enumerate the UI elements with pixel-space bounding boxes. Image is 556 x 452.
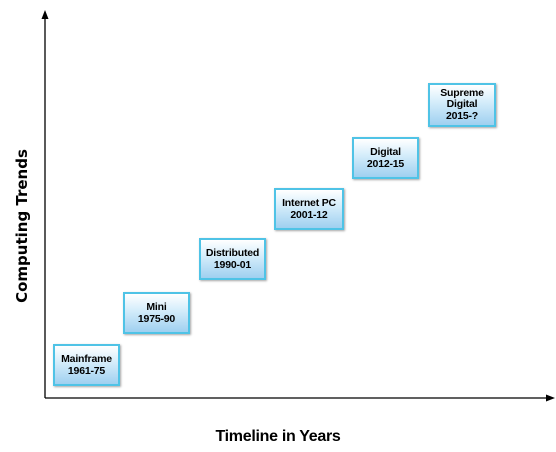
era-box-mini: Mini 1975-90	[123, 292, 190, 334]
era-name: Digital	[370, 146, 401, 158]
era-box-mainframe: Mainframe 1961-75	[53, 344, 120, 386]
era-box-digital: Digital 2012-15	[352, 137, 419, 179]
x-axis-arrowhead	[546, 394, 555, 402]
y-axis-label: Computing Trends	[13, 149, 31, 303]
era-name: Mainframe	[61, 353, 112, 365]
era-box-internet-pc: Internet PC 2001-12	[274, 188, 344, 230]
era-years: 2001-12	[290, 209, 328, 221]
era-years: 2015-?	[445, 109, 479, 122]
era-name: Mini	[146, 301, 167, 313]
x-axis-label: Timeline in Years	[215, 428, 341, 445]
era-box-supreme-digital: Supreme Digital 2015-?	[428, 83, 496, 127]
era-name: Supreme	[440, 86, 484, 99]
era-box-distributed: Distributed 1990-01	[199, 238, 266, 280]
era-name-line-2: Digital	[446, 98, 478, 111]
era-years: 1975-90	[137, 313, 176, 325]
era-years: 1961-75	[67, 365, 106, 377]
era-years: 1990-01	[213, 259, 252, 271]
era-years: 2012-15	[366, 158, 405, 170]
y-axis-arrowhead	[41, 10, 49, 19]
era-name: Distributed	[205, 247, 260, 259]
era-name: Internet PC	[282, 197, 336, 209]
